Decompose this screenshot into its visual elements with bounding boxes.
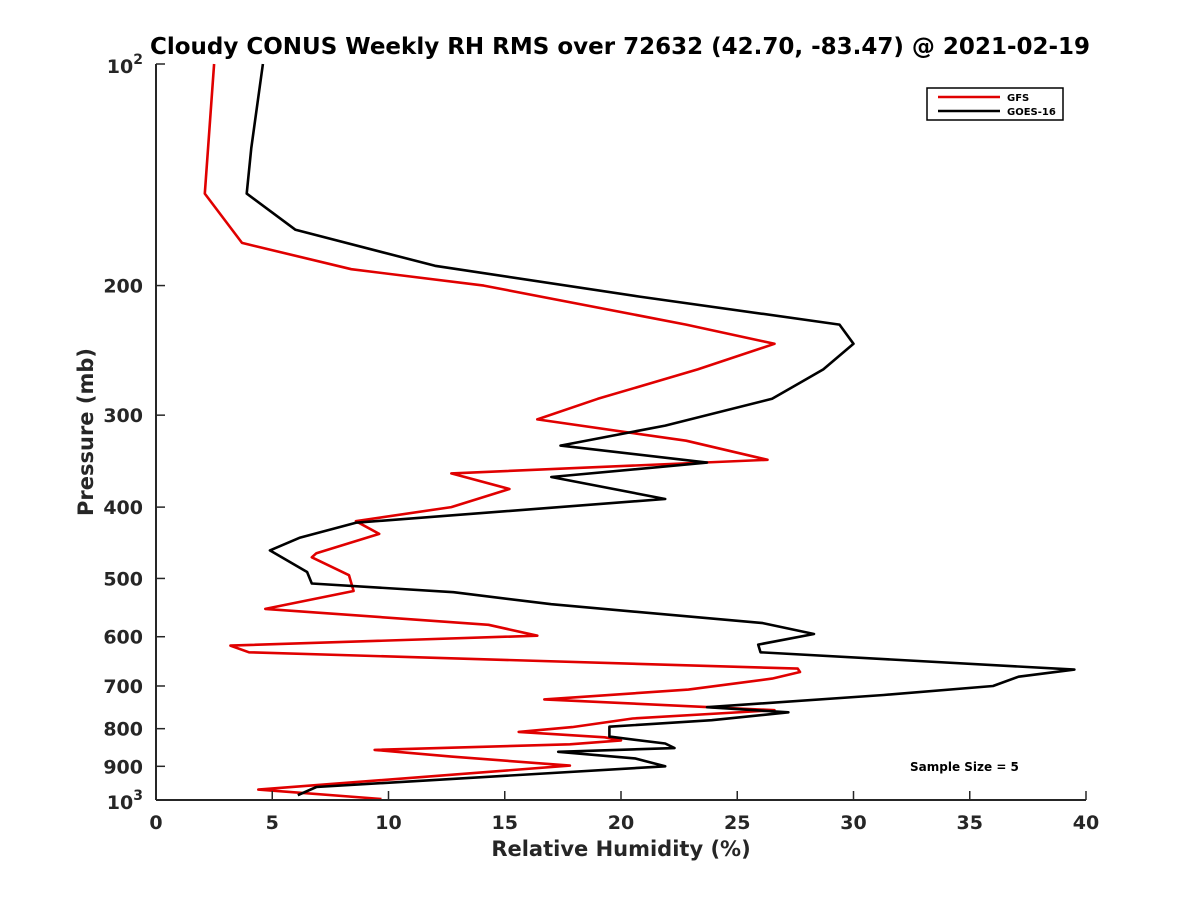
series-layer (203, 63, 1076, 801)
x-tick-label: 10 (375, 812, 401, 834)
y-tick-label: 800 (103, 719, 143, 741)
y-tick-label: 600 (103, 627, 143, 649)
legend-box (926, 87, 1064, 121)
x-axis-label: Relative Humidity (%) (491, 837, 750, 861)
legend-label-goes16: GOES-16 (1007, 107, 1056, 118)
x-tick-label: 20 (608, 812, 634, 834)
x-tick-label: 25 (724, 812, 750, 834)
x-tick-label: 35 (957, 812, 983, 834)
legend-label-gfs: GFS (1007, 93, 1029, 104)
y-tick-label: 700 (103, 676, 143, 698)
y-tick-label: 500 (103, 568, 143, 590)
y-axis-label: Pressure (mb) (74, 348, 98, 516)
series-line-gfs (203, 63, 802, 801)
y-tick-label: 300 (103, 405, 143, 427)
y-tick-label: 900 (103, 756, 143, 778)
y-tick-label: 400 (103, 497, 143, 519)
sample-size-annotation: Sample Size = 5 (910, 760, 1019, 774)
y-axis-ticks: 102 200 300 400 500 600 700 800 900 103 (103, 52, 165, 814)
y-tick-label: 200 (103, 276, 143, 298)
x-axis-ticks: 0 5 10 15 20 25 30 35 40 (149, 791, 1099, 834)
x-tick-label: 30 (840, 812, 866, 834)
series-line-goes-16 (245, 63, 1076, 797)
y-tick-label: 103 (107, 788, 143, 814)
x-tick-label: 5 (266, 812, 279, 834)
chart-title: Cloudy CONUS Weekly RH RMS over 72632 (4… (150, 34, 1090, 60)
legend: GFS GOES-16 (926, 87, 1064, 121)
y-tick-label: 102 (107, 52, 143, 78)
x-tick-label: 40 (1073, 812, 1099, 834)
x-tick-label: 15 (492, 812, 518, 834)
x-tick-label: 0 (149, 812, 162, 834)
